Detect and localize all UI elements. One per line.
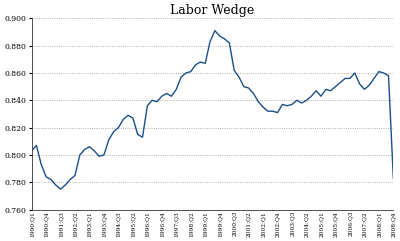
Title: Labor Wedge: Labor Wedge: [170, 4, 254, 17]
